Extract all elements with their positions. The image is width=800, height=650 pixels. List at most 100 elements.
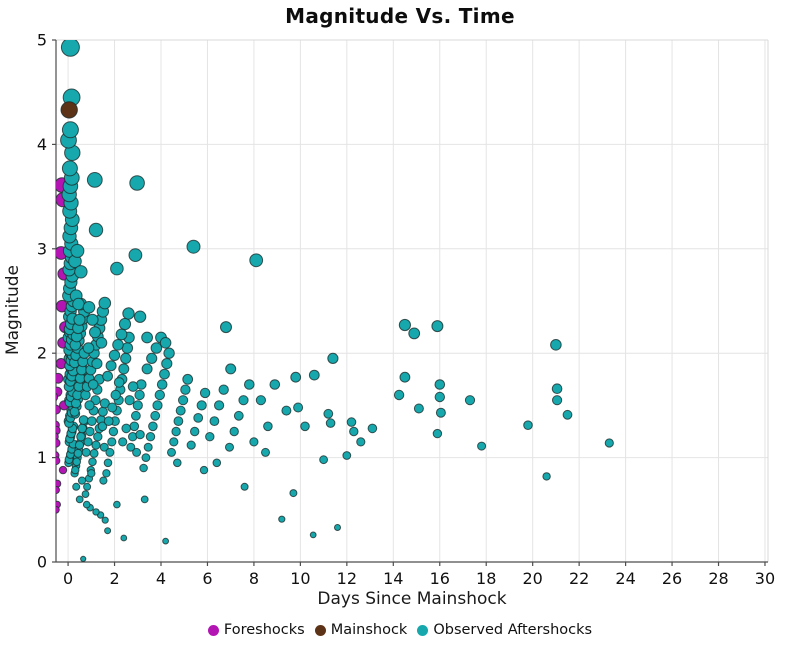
aftershock-point — [319, 455, 329, 465]
aftershock-point — [434, 391, 445, 403]
legend-item-foreshocks: Foreshocks — [207, 622, 305, 638]
aftershock-point — [76, 432, 86, 442]
mainshock-points-group — [60, 101, 78, 119]
aftershock-point — [182, 373, 194, 385]
tick-label-y-3: 3 — [37, 239, 47, 258]
aftershock-point — [97, 406, 108, 417]
aftershock-point — [84, 400, 95, 411]
aftershock-point — [289, 489, 298, 498]
aftershock-point — [69, 406, 80, 417]
aftershock-point — [150, 410, 161, 421]
aftershock-point — [89, 326, 101, 339]
legend-marker-icon — [314, 624, 326, 636]
aftershock-point — [77, 476, 87, 485]
aftershock-point — [173, 416, 184, 427]
tick-label-y-4: 4 — [37, 135, 47, 154]
legend-label: Foreshocks — [223, 622, 305, 638]
legend-item-mainshock: Mainshock — [314, 622, 408, 638]
foreshock-point — [56, 404, 61, 415]
aftershock-point — [552, 395, 563, 406]
aftershock-point — [127, 381, 139, 392]
aftershock-point — [145, 432, 156, 442]
aftershock-point — [118, 317, 132, 331]
aftershock-point — [152, 400, 163, 411]
foreshock-point — [58, 465, 68, 475]
aftershock-point — [159, 368, 170, 380]
aftershock-point — [81, 490, 90, 499]
aftershock-point — [162, 537, 170, 545]
aftershock-point — [175, 405, 186, 416]
tick-label-x-20: 20 — [523, 569, 543, 588]
aftershock-point — [240, 482, 249, 491]
aftershock-point — [135, 429, 145, 440]
aftershock-point — [542, 472, 551, 481]
aftershock-point — [72, 482, 81, 491]
tick-label-x-6: 6 — [202, 569, 212, 588]
aftershock-point — [327, 352, 339, 364]
aftershock-point — [413, 403, 424, 414]
aftershock-point — [342, 451, 352, 460]
aftershock-point — [118, 437, 128, 447]
aftershock-point — [323, 408, 334, 419]
aftershock-point — [141, 363, 153, 375]
aftershock-point — [89, 448, 99, 458]
aftershock-point — [408, 327, 421, 340]
aftershock-point — [107, 437, 117, 447]
foreshock-point — [56, 506, 60, 514]
aftershock-point — [73, 313, 86, 326]
aftershock-point — [126, 442, 136, 452]
aftershock-point — [104, 527, 112, 535]
aftershock-point — [293, 402, 304, 413]
aftershock-point — [346, 417, 357, 427]
aftershock-point — [367, 423, 378, 434]
aftershock-point — [86, 172, 103, 188]
aftershock-point — [356, 437, 366, 447]
aftershock-point — [81, 447, 91, 457]
aftershock-point — [190, 426, 200, 437]
aftershock-point — [128, 248, 143, 263]
aftershock-point — [523, 420, 533, 431]
aftershock-point — [74, 265, 88, 279]
aftershock-point — [112, 339, 124, 351]
aftershock-point — [107, 402, 118, 413]
legend-item-observed-aftershocks: Observed Aftershocks — [417, 622, 592, 638]
aftershock-point — [225, 442, 234, 452]
aftershock-point — [186, 440, 196, 450]
aftershock-point — [278, 515, 286, 523]
axis-ticks — [52, 39, 766, 566]
aftershock-point — [102, 370, 113, 382]
tick-label-x-12: 12 — [337, 569, 357, 588]
aftershock-point — [218, 384, 229, 395]
aftershock-point — [325, 418, 336, 428]
aftershock-point — [161, 358, 173, 370]
legend-label: Mainshock — [330, 622, 408, 638]
tick-label-x-4: 4 — [156, 569, 166, 588]
tick-label-x-26: 26 — [662, 569, 682, 588]
foreshock-point — [56, 438, 61, 448]
aftershock-point — [143, 442, 153, 452]
tick-label-x-10: 10 — [290, 569, 310, 588]
plot-border — [55, 39, 769, 563]
aftershock-point — [432, 428, 443, 439]
aftershock-point — [131, 410, 141, 421]
tick-label-x-22: 22 — [569, 569, 589, 588]
foreshock-point — [56, 392, 59, 402]
aftershock-point — [71, 465, 80, 475]
aftershock-point — [113, 500, 121, 509]
aftershock-point — [163, 347, 175, 359]
aftershock-point — [132, 400, 143, 411]
aftershock-point — [99, 442, 109, 452]
aftershock-point — [281, 405, 292, 416]
gridlines — [56, 39, 768, 562]
tick-label-x-24: 24 — [615, 569, 635, 588]
y-axis-label: Magnitude — [3, 264, 23, 356]
aftershock-point — [86, 416, 97, 427]
tick-label-x-2: 2 — [109, 569, 119, 588]
aftershock-point — [249, 253, 264, 268]
aftershock-point — [82, 342, 95, 354]
aftershock-point — [99, 398, 110, 409]
aftershock-point — [83, 482, 92, 491]
aftershock-point — [108, 426, 119, 437]
